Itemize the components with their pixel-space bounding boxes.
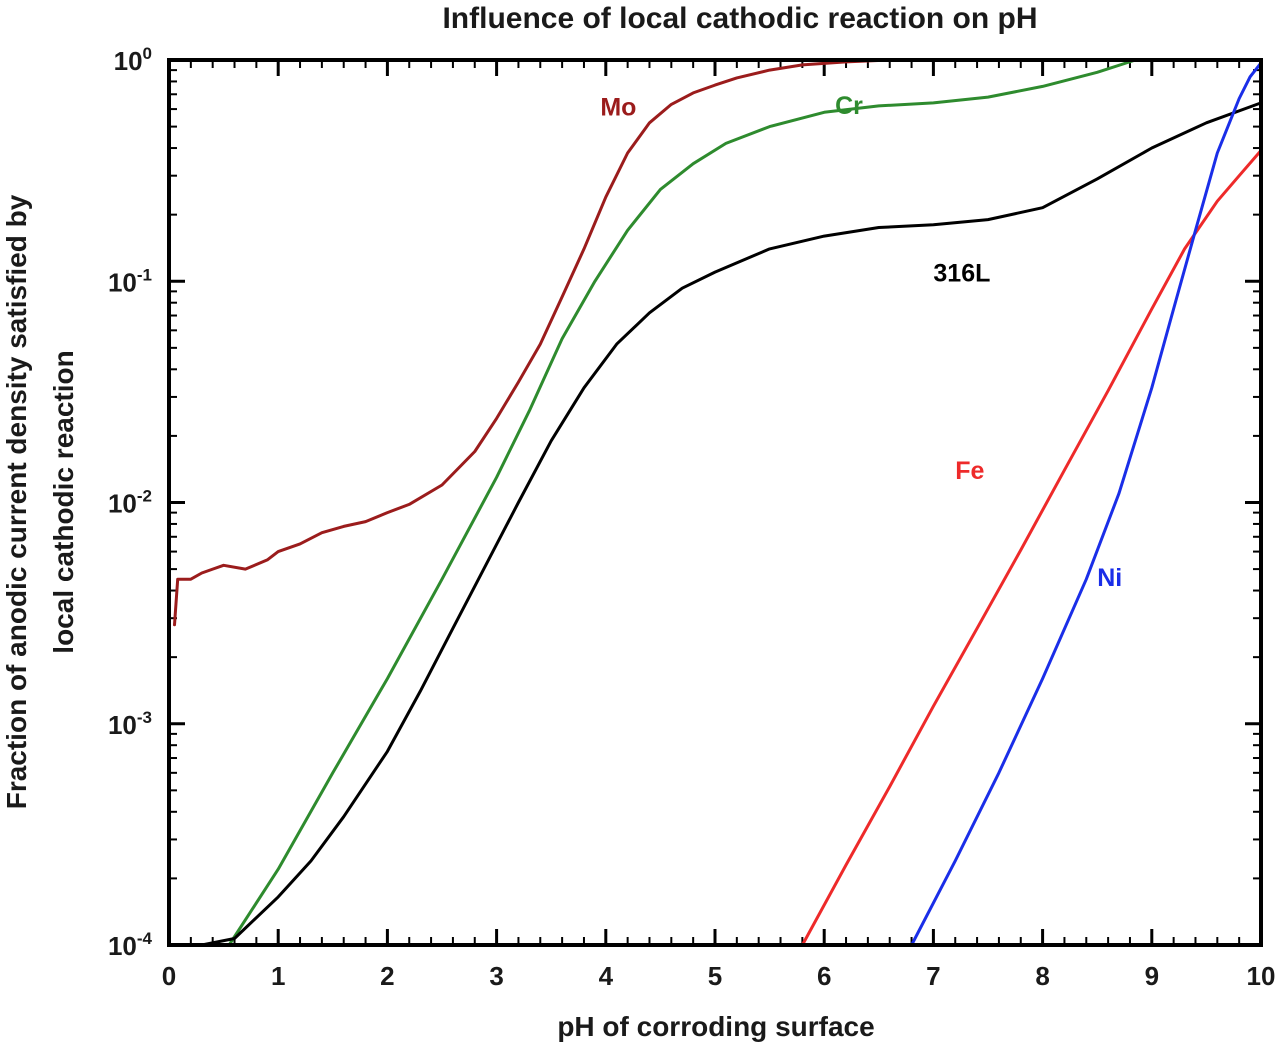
series-label-cr: Cr <box>835 92 863 120</box>
series-line-fe <box>800 149 1263 947</box>
x-tick-label-9: 9 <box>1145 961 1159 991</box>
x-tick-label-7: 7 <box>926 961 940 991</box>
tick-labels: 0 1 2 3 4 5 6 7 8 9 10 10-4 10-3 10-2 10-1 100 <box>108 44 1276 991</box>
x-axis-title: pH of corroding surface <box>557 1011 874 1042</box>
plot-frame <box>167 58 1263 947</box>
x-tick-label-3: 3 <box>489 961 503 991</box>
series-line-ni <box>910 61 1263 947</box>
series-group: Mo Cr 316L Fe Ni <box>173 58 1263 947</box>
y-tick-label: 100 <box>114 44 152 76</box>
chart-title: Influence of local cathodic reaction on … <box>442 2 1037 35</box>
series-label-mo: Mo <box>600 94 636 122</box>
x-tick-label-2: 2 <box>380 961 394 991</box>
x-tick-label-8: 8 <box>1035 961 1049 991</box>
y-tick-label: 10-4 <box>108 929 153 961</box>
x-tick-label-1: 1 <box>271 961 285 991</box>
series-label-316l: 316L <box>933 259 990 287</box>
y-axis-title-line-2: local cathodic reaction <box>48 350 79 653</box>
x-tick-label-10: 10 <box>1247 961 1276 991</box>
series-line-mo <box>173 58 1263 627</box>
y-axis-title-line-1: Fraction of anodic current density satis… <box>1 194 32 809</box>
x-tick-label-4: 4 <box>599 961 614 991</box>
series-label-ni: Ni <box>1097 564 1122 592</box>
x-tick-label-5: 5 <box>708 961 722 991</box>
series-label-fe: Fe <box>955 457 984 485</box>
axis-ticks <box>167 58 1263 947</box>
y-tick-label: 10-3 <box>108 708 152 740</box>
series-line-316l <box>200 101 1263 947</box>
y-tick-label: 10-1 <box>108 265 152 297</box>
x-tick-label-0: 0 <box>162 961 176 991</box>
y-tick-label: 10-2 <box>108 487 152 519</box>
x-tick-label-6: 6 <box>817 961 831 991</box>
series-line-cr <box>227 58 1263 947</box>
